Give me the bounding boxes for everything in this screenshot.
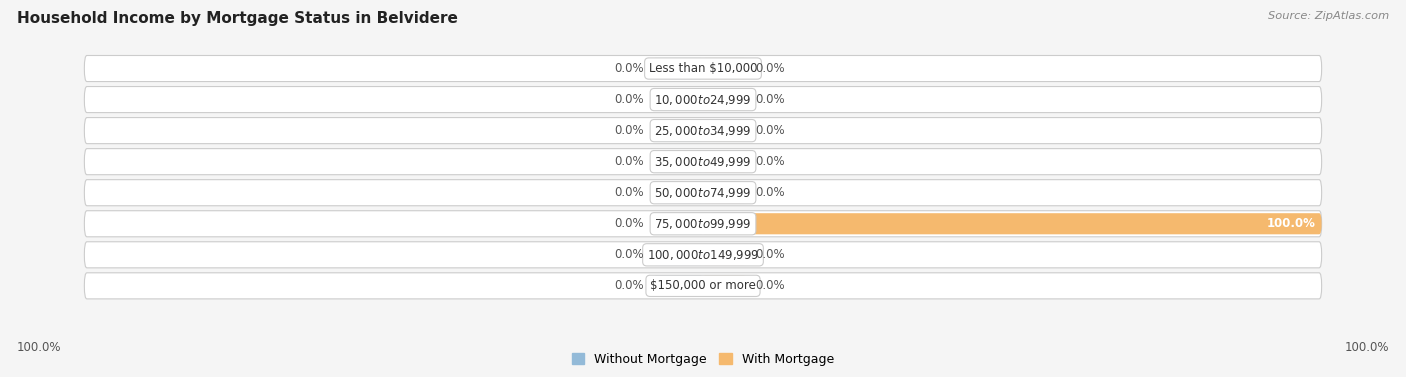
Text: 0.0%: 0.0% (614, 279, 644, 292)
FancyBboxPatch shape (654, 89, 703, 110)
FancyBboxPatch shape (84, 55, 1322, 81)
FancyBboxPatch shape (84, 118, 1322, 144)
Text: $100,000 to $149,999: $100,000 to $149,999 (647, 248, 759, 262)
FancyBboxPatch shape (654, 58, 703, 79)
Text: $150,000 or more: $150,000 or more (650, 279, 756, 292)
Text: 0.0%: 0.0% (614, 124, 644, 137)
Text: 0.0%: 0.0% (755, 93, 785, 106)
FancyBboxPatch shape (654, 151, 703, 172)
Text: $35,000 to $49,999: $35,000 to $49,999 (654, 155, 752, 169)
FancyBboxPatch shape (703, 244, 747, 265)
FancyBboxPatch shape (654, 213, 703, 234)
Text: Source: ZipAtlas.com: Source: ZipAtlas.com (1268, 11, 1389, 21)
Text: 0.0%: 0.0% (755, 62, 785, 75)
FancyBboxPatch shape (703, 89, 747, 110)
FancyBboxPatch shape (703, 182, 747, 203)
FancyBboxPatch shape (703, 213, 1322, 234)
FancyBboxPatch shape (654, 182, 703, 203)
Text: 0.0%: 0.0% (755, 155, 785, 168)
FancyBboxPatch shape (703, 275, 747, 296)
Text: Household Income by Mortgage Status in Belvidere: Household Income by Mortgage Status in B… (17, 11, 458, 26)
Text: Less than $10,000: Less than $10,000 (648, 62, 758, 75)
FancyBboxPatch shape (84, 273, 1322, 299)
FancyBboxPatch shape (84, 242, 1322, 268)
FancyBboxPatch shape (703, 151, 747, 172)
FancyBboxPatch shape (654, 275, 703, 296)
FancyBboxPatch shape (84, 180, 1322, 206)
Text: $25,000 to $34,999: $25,000 to $34,999 (654, 124, 752, 138)
Text: 0.0%: 0.0% (614, 186, 644, 199)
Text: 100.0%: 100.0% (17, 342, 62, 354)
Text: 0.0%: 0.0% (755, 186, 785, 199)
Text: 0.0%: 0.0% (614, 155, 644, 168)
FancyBboxPatch shape (703, 58, 747, 79)
Text: $50,000 to $74,999: $50,000 to $74,999 (654, 186, 752, 200)
Text: 0.0%: 0.0% (614, 217, 644, 230)
Text: 0.0%: 0.0% (755, 124, 785, 137)
FancyBboxPatch shape (654, 244, 703, 265)
Text: 0.0%: 0.0% (755, 279, 785, 292)
FancyBboxPatch shape (84, 149, 1322, 175)
FancyBboxPatch shape (654, 120, 703, 141)
Text: 100.0%: 100.0% (1344, 342, 1389, 354)
Text: 0.0%: 0.0% (614, 93, 644, 106)
Legend: Without Mortgage, With Mortgage: Without Mortgage, With Mortgage (567, 348, 839, 371)
FancyBboxPatch shape (703, 120, 747, 141)
FancyBboxPatch shape (84, 211, 1322, 237)
Text: 0.0%: 0.0% (614, 248, 644, 261)
Text: $75,000 to $99,999: $75,000 to $99,999 (654, 217, 752, 231)
Text: 0.0%: 0.0% (614, 62, 644, 75)
Text: $10,000 to $24,999: $10,000 to $24,999 (654, 93, 752, 107)
FancyBboxPatch shape (84, 87, 1322, 113)
Text: 100.0%: 100.0% (1267, 217, 1316, 230)
Text: 0.0%: 0.0% (755, 248, 785, 261)
